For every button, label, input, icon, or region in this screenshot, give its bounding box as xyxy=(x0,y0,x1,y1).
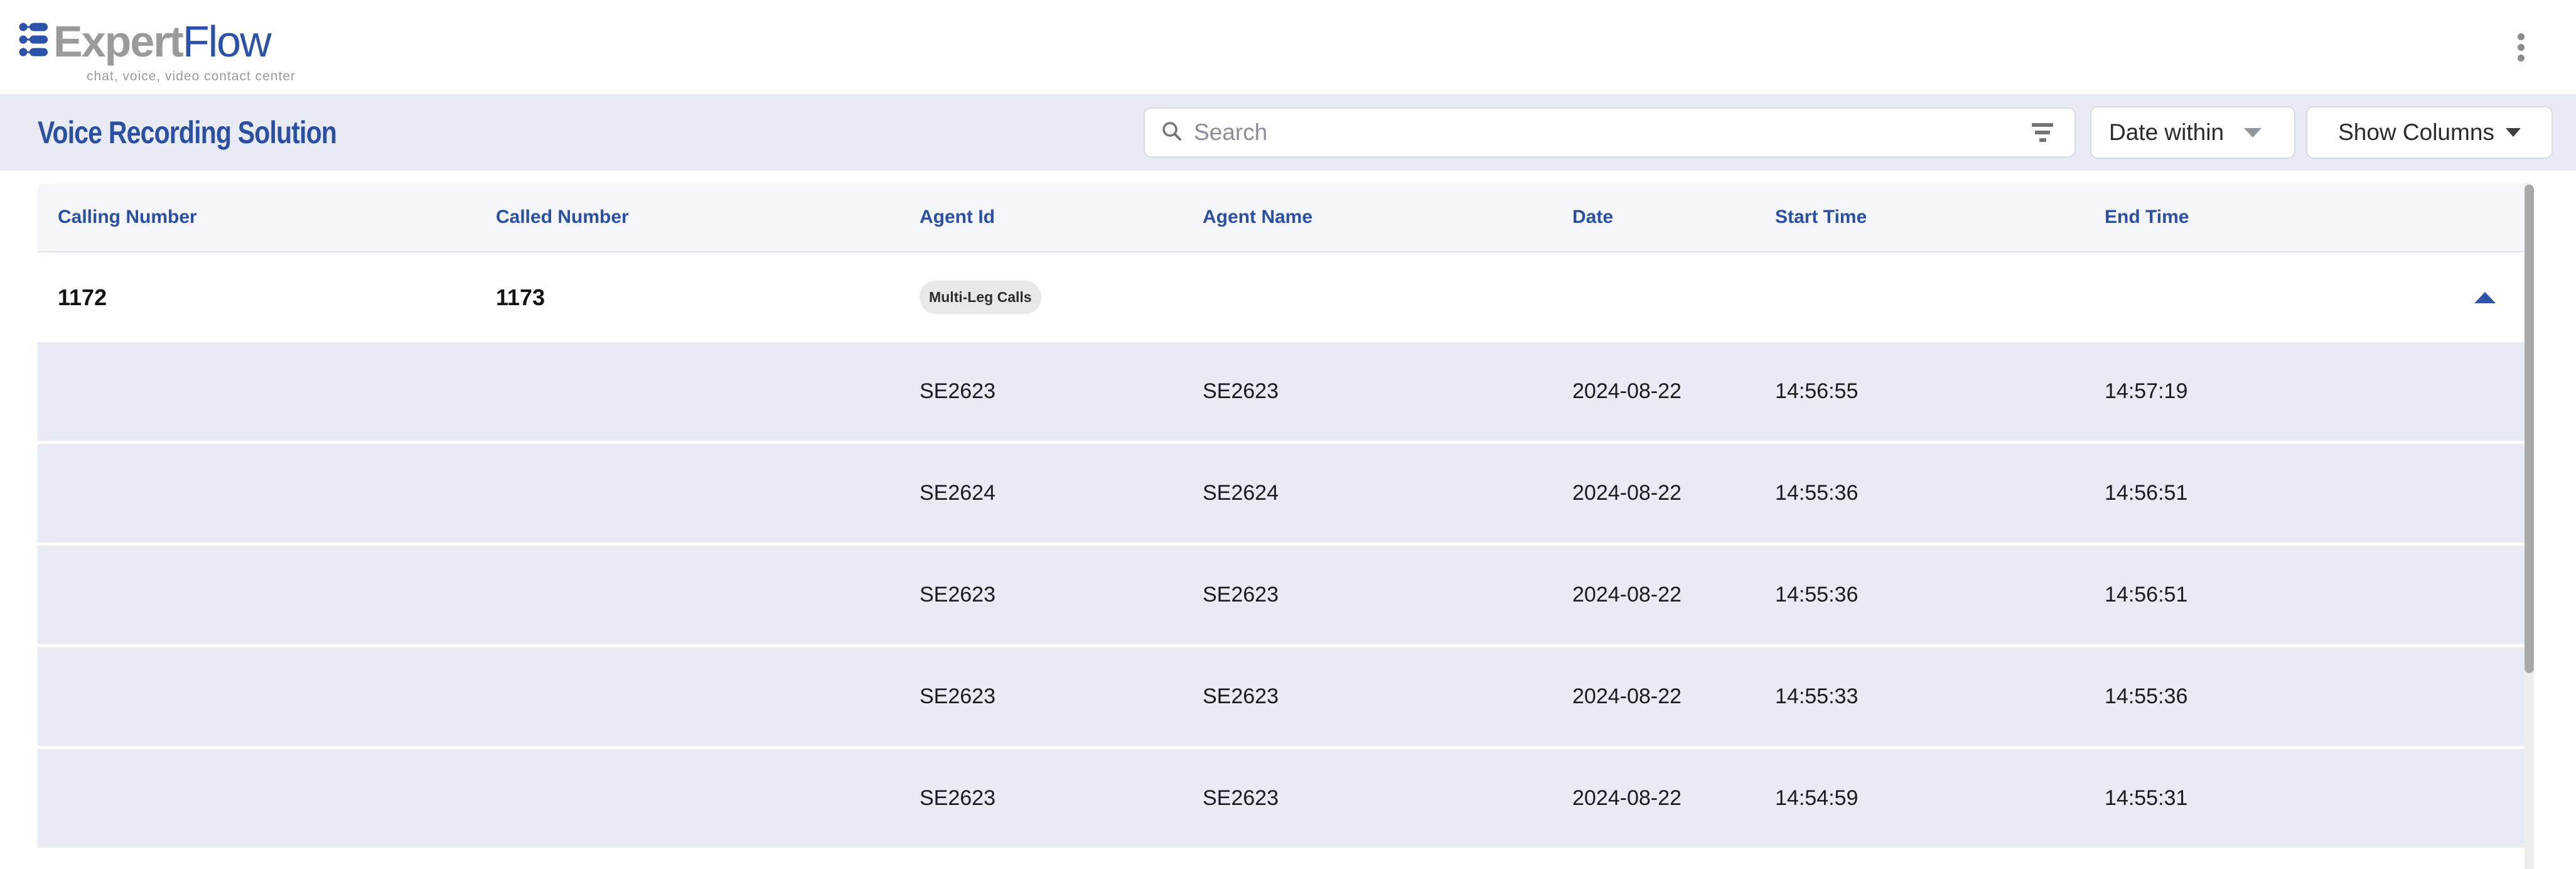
show-columns-label: Show Columns xyxy=(2338,119,2494,145)
start-time-cell: 14:54:59 xyxy=(1775,786,1859,810)
start-time-cell: 14:55:33 xyxy=(1775,684,1859,708)
call-group-row[interactable]: 1172 1173 Multi-Leg Calls xyxy=(38,252,2525,342)
column-header-end-time: End Time xyxy=(2105,207,2189,227)
search-box[interactable] xyxy=(1144,107,2076,158)
show-columns-dropdown[interactable]: Show Columns xyxy=(2306,106,2553,159)
column-header-agent-id: Agent Id xyxy=(920,207,995,227)
agent-name-cell: SE2623 xyxy=(1203,379,1279,403)
kebab-dot xyxy=(2518,33,2525,40)
filter-bar xyxy=(2032,123,2053,127)
agent-id-cell: SE2623 xyxy=(920,684,996,708)
column-header-calling-number: Calling Number xyxy=(58,207,197,227)
page-title: Voice Recording Solution xyxy=(38,115,337,150)
kebab-menu-icon[interactable] xyxy=(2511,27,2531,68)
date-cell: 2024-08-22 xyxy=(1572,786,1682,810)
chevron-down-icon xyxy=(2505,128,2521,137)
recordings-table: Calling Number Called Number Agent Id Ag… xyxy=(38,183,2534,869)
call-leg-row[interactable]: SE2623 SE2623 2024-08-22 14:55:33 14:55:… xyxy=(38,647,2525,746)
column-header-agent-name: Agent Name xyxy=(1203,207,1313,227)
calling-number-cell: 1172 xyxy=(58,284,107,310)
agent-name-cell: SE2623 xyxy=(1203,583,1279,607)
end-time-cell: 14:56:51 xyxy=(2105,481,2188,505)
end-time-cell: 14:56:51 xyxy=(2105,583,2188,607)
date-within-dropdown[interactable]: Date within xyxy=(2090,106,2295,159)
filter-bar xyxy=(2035,131,2050,134)
called-number-cell: 1173 xyxy=(496,284,545,310)
toolbar: Voice Recording Solution Date within Sho… xyxy=(0,94,2576,171)
logo-wordmark: ExpertFlow xyxy=(53,16,272,66)
start-time-cell: 14:56:55 xyxy=(1775,379,1859,403)
column-header-called-number: Called Number xyxy=(496,207,629,227)
agent-id-cell: SE2624 xyxy=(920,481,996,505)
vertical-scrollbar-thumb[interactable] xyxy=(2525,185,2534,673)
date-cell: 2024-08-22 xyxy=(1572,379,1682,403)
call-leg-row[interactable]: SE2623 SE2623 2024-08-22 14:56:55 14:57:… xyxy=(38,342,2525,441)
call-leg-row[interactable]: SE2623 SE2623 2024-08-22 14:54:59 14:55:… xyxy=(38,749,2525,848)
kebab-dot xyxy=(2518,54,2525,62)
collapse-up-icon xyxy=(2474,291,2496,303)
expertflow-logo-icon xyxy=(19,21,48,61)
agent-name-cell: SE2623 xyxy=(1203,786,1279,810)
date-cell: 2024-08-22 xyxy=(1572,684,1682,708)
end-time-cell: 14:55:31 xyxy=(2105,786,2188,810)
logo-brand-light: Flow xyxy=(182,16,272,66)
logo-brand-bold: Expert xyxy=(53,16,184,66)
divider-strip xyxy=(0,171,2576,183)
date-cell: 2024-08-22 xyxy=(1572,583,1682,607)
call-leg-row[interactable]: SE2624 SE2624 2024-08-22 14:55:36 14:56:… xyxy=(38,444,2525,542)
chevron-down-icon xyxy=(2244,127,2262,138)
multi-leg-calls-badge: Multi-Leg Calls xyxy=(920,281,1041,314)
start-time-cell: 14:55:36 xyxy=(1775,481,1859,505)
vertical-scrollbar-track[interactable] xyxy=(2525,183,2534,869)
date-within-label: Date within xyxy=(2109,119,2224,145)
agent-name-cell: SE2624 xyxy=(1203,481,1279,505)
app-bar: ExpertFlow chat, voice, video contact ce… xyxy=(0,0,2576,94)
end-time-cell: 14:55:36 xyxy=(2105,684,2188,708)
table-header-row: Calling Number Called Number Agent Id Ag… xyxy=(38,183,2525,252)
agent-id-cell: SE2623 xyxy=(920,583,996,607)
agent-id-cell: SE2623 xyxy=(920,379,996,403)
logo-tagline: chat, voice, video contact center xyxy=(87,68,296,84)
column-header-date: Date xyxy=(1572,207,1614,227)
filter-icon[interactable] xyxy=(2028,119,2057,146)
start-time-cell: 14:55:36 xyxy=(1775,583,1859,607)
search-icon xyxy=(1160,119,1184,146)
end-time-cell: 14:57:19 xyxy=(2105,379,2188,403)
agent-name-cell: SE2623 xyxy=(1203,684,1279,708)
date-cell: 2024-08-22 xyxy=(1572,481,1682,505)
collapse-row-button[interactable] xyxy=(2468,286,2502,310)
filter-bar xyxy=(2039,138,2046,142)
agent-id-cell: SE2623 xyxy=(920,786,996,810)
call-leg-row[interactable]: SE2623 SE2623 2024-08-22 14:55:36 14:56:… xyxy=(38,546,2525,644)
expertflow-logo: ExpertFlow chat, voice, video contact ce… xyxy=(19,19,296,84)
kebab-dot xyxy=(2518,43,2525,51)
search-input[interactable] xyxy=(1194,119,2028,146)
column-header-start-time: Start Time xyxy=(1775,207,1867,227)
